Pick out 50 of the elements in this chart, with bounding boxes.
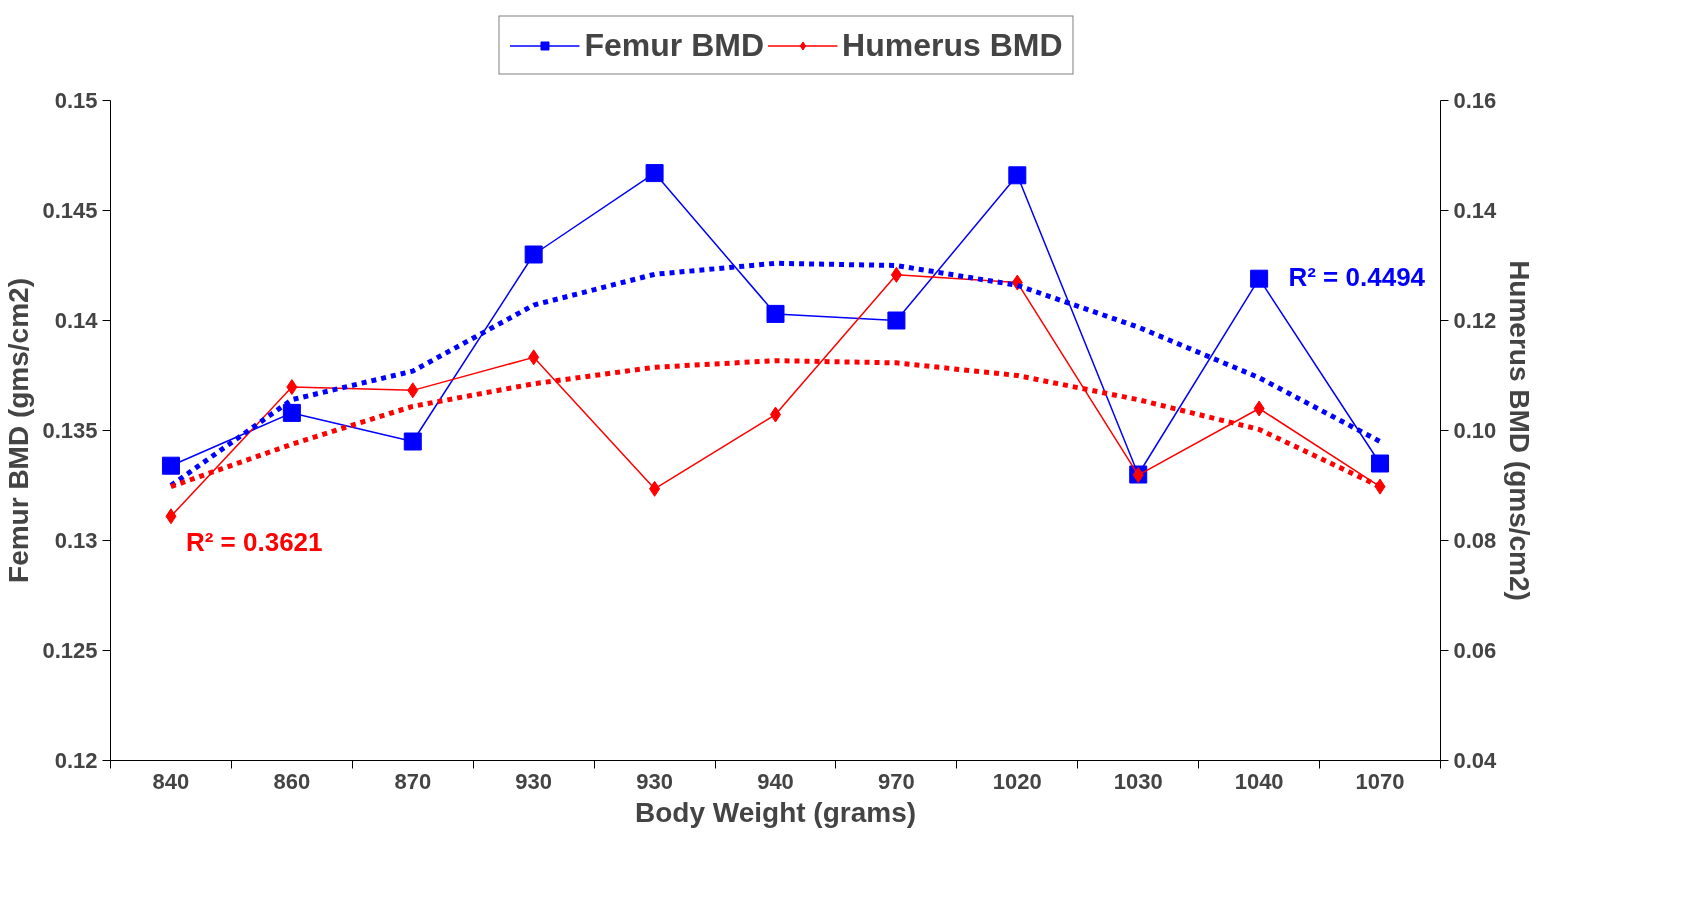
point <box>286 379 298 396</box>
y-tick-label: 0.125 <box>42 638 98 663</box>
y-tick-label: 0.135 <box>42 418 98 443</box>
point <box>766 304 785 323</box>
x-tick-label: 870 <box>394 768 432 794</box>
point <box>1008 166 1027 185</box>
point <box>645 164 664 183</box>
y2-tick-label: 0.12 <box>1453 308 1497 333</box>
legend-label: Humerus BMD <box>842 26 1063 64</box>
x-tick-label: 1040 <box>1234 768 1284 794</box>
point <box>165 508 177 525</box>
x-tick-label: 1070 <box>1355 768 1405 794</box>
point <box>649 480 661 497</box>
point <box>1250 269 1269 288</box>
y2-tick-label: 0.16 <box>1453 88 1497 113</box>
point <box>887 311 906 330</box>
x-tick-label: 970 <box>878 768 915 794</box>
y2-tick-label: 0.10 <box>1453 418 1497 443</box>
x-tick-label: 930 <box>515 768 553 794</box>
point <box>528 349 540 366</box>
x-tick-label: 1030 <box>1113 768 1163 794</box>
point <box>403 432 422 451</box>
y2-tick-label: 0.08 <box>1453 528 1497 553</box>
y-tick-label: 0.12 <box>54 748 98 773</box>
y-tick-label: 0.14 <box>54 308 99 333</box>
annotation: R² = 0.4494 <box>1288 261 1426 292</box>
point <box>407 382 419 399</box>
point <box>524 245 543 264</box>
point <box>890 266 902 283</box>
y-tick-label: 0.13 <box>54 528 98 553</box>
y-tick-label: 0.15 <box>54 88 98 113</box>
x-tick-label: 840 <box>152 768 190 794</box>
y2-axis-title: Humerus BMD (gms/cm2) <box>1504 260 1536 601</box>
point <box>161 456 180 475</box>
x-tick-label: 860 <box>273 768 311 794</box>
x-tick-label: 940 <box>757 768 794 794</box>
legend-label: Femur BMD <box>584 26 765 64</box>
x-axis-title: Body Weight (grams) <box>634 796 917 828</box>
point <box>1132 467 1144 484</box>
x-tick-label: 1020 <box>992 768 1042 794</box>
point <box>1253 400 1265 417</box>
point <box>282 403 301 422</box>
y-tick-label: 0.145 <box>42 198 98 223</box>
y2-tick-label: 0.14 <box>1453 198 1498 223</box>
y2-tick-label: 0.06 <box>1453 638 1497 663</box>
point <box>1371 454 1390 473</box>
y-axis-title: Femur BMD (gms/cm2) <box>3 278 35 583</box>
annotation: R² = 0.3621 <box>185 526 323 557</box>
x-tick-label: 930 <box>636 768 673 794</box>
y2-tick-label: 0.04 <box>1453 748 1498 773</box>
